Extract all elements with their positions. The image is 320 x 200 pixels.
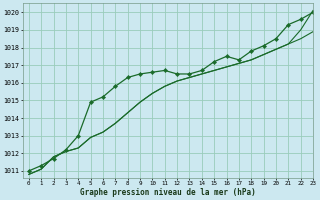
X-axis label: Graphe pression niveau de la mer (hPa): Graphe pression niveau de la mer (hPa): [80, 188, 256, 197]
